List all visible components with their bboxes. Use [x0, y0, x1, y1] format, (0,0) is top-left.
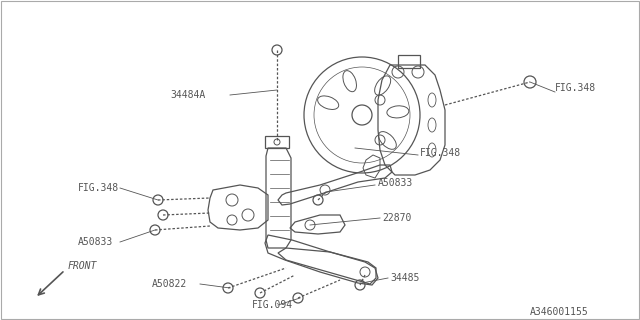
Text: FRONT: FRONT [68, 261, 97, 271]
Text: A346001155: A346001155 [530, 307, 589, 317]
Text: FIG.348: FIG.348 [420, 148, 461, 158]
Text: 34484A: 34484A [170, 90, 205, 100]
Text: A50822: A50822 [152, 279, 188, 289]
Text: FIG.348: FIG.348 [78, 183, 119, 193]
Text: A50833: A50833 [78, 237, 113, 247]
Text: 34485: 34485 [390, 273, 419, 283]
Text: A50833: A50833 [378, 178, 413, 188]
Text: 22870: 22870 [382, 213, 412, 223]
Text: FIG.348: FIG.348 [555, 83, 596, 93]
Text: FIG.094: FIG.094 [252, 300, 293, 310]
